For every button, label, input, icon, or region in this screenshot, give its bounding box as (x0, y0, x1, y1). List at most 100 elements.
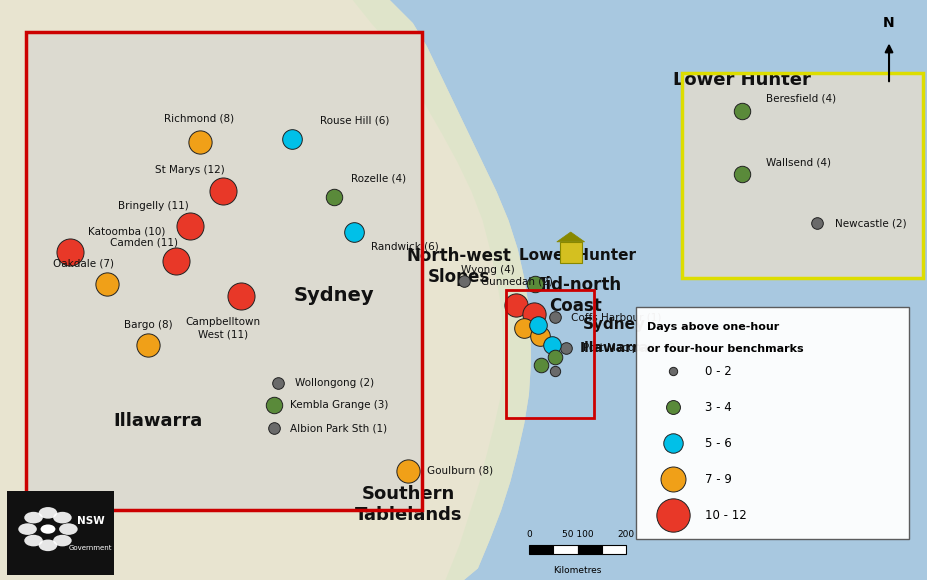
Point (526, 310, 540, 319)
Text: Oakdale (7): Oakdale (7) (53, 259, 114, 269)
Text: Kilometres: Kilometres (552, 566, 602, 575)
Text: Government: Government (69, 545, 112, 552)
Text: Goulburn (8): Goulburn (8) (426, 466, 492, 476)
Circle shape (53, 512, 71, 523)
Point (347, 227, 362, 237)
Bar (681, 72, 922, 278)
Point (533, 361, 548, 370)
Text: 5 - 6: 5 - 6 (705, 437, 731, 450)
Circle shape (39, 539, 57, 551)
Bar (635, 307, 908, 539)
Bar (559, 242, 581, 263)
Text: Wyong (4): Wyong (4) (461, 264, 514, 275)
Point (527, 280, 541, 289)
Text: Lower Hunter: Lower Hunter (518, 248, 635, 263)
Point (547, 367, 562, 376)
Point (285, 135, 299, 144)
Point (169, 256, 184, 266)
Text: Campbelltown
West (11): Campbelltown West (11) (185, 317, 260, 339)
Point (62, 248, 77, 257)
Text: Newcastle (2): Newcastle (2) (834, 218, 906, 229)
Point (141, 340, 156, 350)
Point (99, 280, 114, 289)
Text: Beresfield (4): Beresfield (4) (765, 93, 835, 104)
Text: St Marys (12): St Marys (12) (155, 165, 225, 175)
Point (734, 169, 749, 179)
Text: Illawarra: Illawarra (579, 341, 648, 355)
Text: 200: 200 (617, 530, 634, 539)
Point (456, 277, 471, 286)
Text: Days above one-hour: Days above one-hour (646, 322, 779, 332)
Point (558, 343, 573, 353)
Point (665, 510, 679, 520)
Bar (26, 32, 422, 510)
Point (266, 400, 281, 409)
Point (234, 291, 248, 300)
Text: N: N (883, 16, 894, 30)
Point (808, 219, 823, 228)
Text: Randwick (6): Randwick (6) (371, 241, 438, 252)
Bar (528, 545, 552, 554)
Circle shape (24, 535, 43, 546)
Point (665, 474, 679, 484)
Text: Kembla Grange (3): Kembla Grange (3) (290, 400, 388, 410)
Bar (7, 491, 114, 575)
Text: Coffs Harbour (1): Coffs Harbour (1) (570, 312, 660, 322)
Point (665, 438, 679, 448)
Text: Camden (11): Camden (11) (109, 237, 178, 248)
Text: Rouse Hill (6): Rouse Hill (6) (320, 115, 389, 125)
Text: 3 - 4: 3 - 4 (705, 401, 731, 414)
Text: Albion Park Sth (1): Albion Park Sth (1) (290, 423, 387, 433)
Circle shape (24, 512, 43, 523)
Text: Port Macquarie (2): Port Macquarie (2) (582, 343, 679, 353)
Text: Richmond (8): Richmond (8) (164, 114, 235, 124)
Text: 10 - 12: 10 - 12 (705, 509, 746, 521)
Polygon shape (0, 0, 530, 580)
Circle shape (39, 507, 57, 519)
Text: Mid-north
Coast: Mid-north Coast (528, 277, 621, 315)
Text: Katoomba (10): Katoomba (10) (88, 227, 165, 237)
Point (508, 300, 523, 309)
Text: Southern
Tablelands: Southern Tablelands (354, 485, 462, 524)
Circle shape (41, 524, 56, 534)
Point (400, 466, 415, 476)
Text: Gunnedah (2): Gunnedah (2) (480, 276, 552, 287)
Bar (577, 545, 602, 554)
Text: Lower Hunter: Lower Hunter (673, 71, 810, 89)
Point (547, 352, 562, 361)
Bar (26, 32, 422, 510)
Text: Sydney: Sydney (294, 287, 374, 305)
Point (183, 222, 197, 231)
Bar (552, 545, 577, 554)
Polygon shape (556, 232, 584, 242)
Point (665, 367, 679, 376)
Text: NSW: NSW (77, 516, 105, 525)
Text: 7 - 9: 7 - 9 (705, 473, 731, 485)
Text: Illawarra: Illawarra (113, 411, 202, 430)
Point (215, 187, 230, 196)
Point (530, 320, 545, 329)
Point (734, 107, 749, 116)
Point (266, 423, 281, 433)
Circle shape (53, 535, 71, 546)
Bar (505, 290, 593, 418)
Text: 50 100: 50 100 (561, 530, 593, 539)
Text: North-west
Slopes: North-west Slopes (406, 248, 512, 286)
Text: Rozelle (4): Rozelle (4) (350, 173, 405, 184)
Text: Bargo (8): Bargo (8) (124, 320, 172, 330)
Text: Bringelly (11): Bringelly (11) (118, 201, 188, 211)
Text: Wollongong (2): Wollongong (2) (295, 378, 374, 388)
Text: Wallsend (4): Wallsend (4) (765, 157, 830, 168)
Point (516, 323, 531, 332)
Point (271, 378, 286, 387)
Bar (602, 545, 626, 554)
Point (544, 340, 559, 350)
Point (192, 137, 207, 147)
Bar (681, 72, 922, 278)
Point (665, 403, 679, 412)
Text: 0: 0 (526, 530, 531, 539)
Point (547, 313, 562, 322)
Text: 0 - 2: 0 - 2 (705, 365, 731, 378)
Point (326, 193, 341, 202)
Text: Sydney: Sydney (582, 317, 645, 332)
